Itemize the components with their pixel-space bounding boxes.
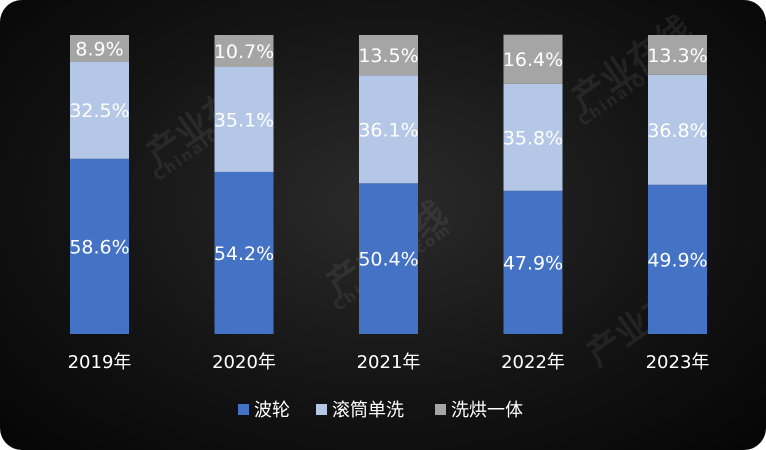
- legend-label-series-3: 洗烘一体: [451, 400, 523, 421]
- bar-segment-2023-series-1: [648, 184, 707, 334]
- legend-swatch-series-2: [316, 404, 327, 415]
- bar-segment-2020-series-1: [214, 171, 274, 334]
- data-label-2021-series-1: 50.4%: [358, 249, 418, 271]
- bar-segment-2023-series-3: [648, 35, 707, 75]
- data-label-2023-series-3: 13.3%: [647, 45, 707, 67]
- bar-segment-2022-series-1: [503, 190, 563, 334]
- x-tick-label-2021: 2021年: [357, 352, 421, 373]
- bar-segment-2019-series-1: [70, 158, 129, 334]
- bar-segment-2019-series-2: [70, 61, 129, 159]
- x-tick-label-2023: 2023年: [646, 352, 710, 373]
- legend-swatch-series-3: [435, 404, 446, 415]
- legend-swatch-series-1: [238, 404, 249, 415]
- data-label-2019-series-3: 8.9%: [75, 38, 123, 60]
- data-label-2023-series-2: 36.8%: [647, 120, 707, 142]
- data-label-2023-series-1: 49.9%: [647, 249, 707, 271]
- bar-segment-2023-series-2: [648, 74, 707, 185]
- bar-segment-2021-series-2: [359, 75, 418, 184]
- data-label-2019-series-2: 32.5%: [69, 100, 129, 122]
- data-label-2020-series-2: 35.1%: [214, 109, 274, 131]
- data-label-2020-series-3: 10.7%: [214, 41, 274, 63]
- bar-segment-2021-series-3: [359, 35, 418, 76]
- legend-label-series-2: 滚筒单洗: [332, 400, 404, 421]
- data-label-2019-series-1: 58.6%: [69, 236, 129, 258]
- legend-label-series-1: 波轮: [254, 400, 290, 421]
- bar-segment-2019-series-3: [70, 35, 129, 62]
- x-tick-label-2019: 2019年: [68, 352, 132, 373]
- x-tick-label-2020: 2020年: [212, 352, 276, 373]
- bar-segment-2022-series-2: [503, 83, 563, 191]
- data-label-2022-series-3: 16.4%: [503, 49, 563, 71]
- data-label-2021-series-3: 13.5%: [358, 45, 418, 67]
- data-label-2020-series-1: 54.2%: [214, 243, 274, 265]
- x-tick-label-2022: 2022年: [501, 352, 565, 373]
- data-label-2021-series-2: 36.1%: [358, 119, 418, 141]
- bar-segment-2022-series-3: [503, 34, 563, 84]
- data-label-2022-series-2: 35.8%: [503, 127, 563, 149]
- data-label-2022-series-1: 47.9%: [503, 252, 563, 274]
- bar-segment-2020-series-2: [214, 66, 274, 172]
- bar-segment-2021-series-1: [359, 183, 418, 334]
- bar-segment-2020-series-3: [214, 35, 274, 67]
